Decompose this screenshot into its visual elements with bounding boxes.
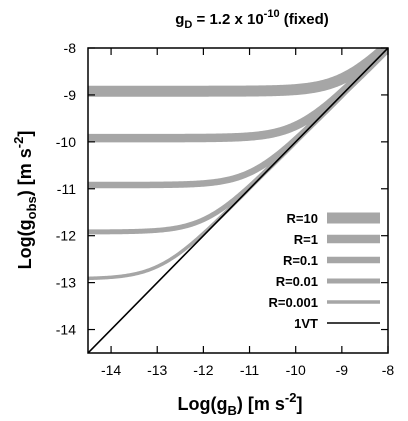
legend-label: R=0.01 [276,274,318,289]
y-tick-label: -13 [56,275,76,291]
y-tick-label: -9 [64,87,77,103]
data-layer [88,48,388,353]
y-tick-label: -8 [64,40,77,56]
x-tick-label: -11 [240,362,259,378]
chart-title: gD = 1.2 x 10-10 (fixed) [175,8,329,31]
series-line-0 [88,48,388,97]
series-line-2 [88,48,388,189]
legend-label: R=0.1 [283,253,318,268]
series-line-5 [88,48,388,353]
x-axis-title: Log(gB) [m s-2] [178,390,303,418]
y-tick-label: -11 [57,181,76,197]
x-tick-label: -8 [382,362,395,378]
y-tick-label: -14 [56,322,76,338]
legend-label: R=1 [294,232,318,247]
x-tick-label: -12 [193,362,213,378]
y-axis-title: Log(gobs) [m s-2] [11,131,39,270]
ticks-layer: -14 -13 -12 -11 -10 -9 -8 -14 -13 -12 -11 -10 -9 -8 [56,40,395,378]
y-tick-label: -12 [56,228,76,244]
x-tick-label: -9 [336,362,349,378]
legend-label: R=10 [287,211,318,226]
plot-frame [87,47,389,354]
y-tick-label: -10 [56,134,76,150]
legend-label: R=0.001 [268,295,318,310]
x-tick-label: -10 [286,362,306,378]
legend: R=10 R=1 R=0.1 R=0.01 R=0.001 1VT [268,211,380,331]
x-tick-label: -14 [101,362,121,378]
x-tick-label: -13 [147,362,167,378]
legend-label: 1VT [294,316,318,331]
